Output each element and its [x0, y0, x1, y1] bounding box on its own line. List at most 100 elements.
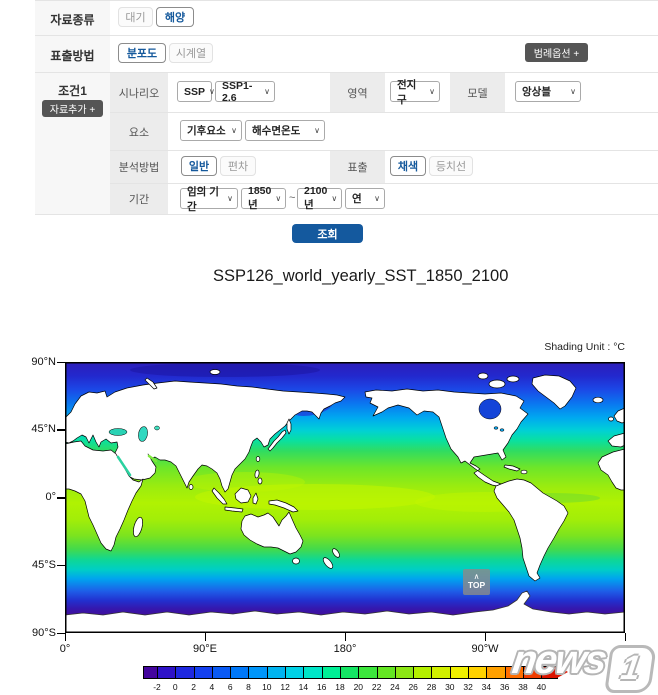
- colorbar-segment: [231, 667, 250, 678]
- divider: [110, 183, 658, 184]
- model-select[interactable]: 앙상블 ∨: [515, 81, 581, 102]
- colorbar-segment: [505, 667, 524, 678]
- lon-tick-mark: [204, 633, 206, 641]
- colorbar-segment: [469, 667, 488, 678]
- colorbar-tick: 24: [390, 682, 400, 692]
- divider: [110, 112, 658, 113]
- analysis-normal-button[interactable]: 일반: [181, 156, 217, 176]
- search-button[interactable]: 조회: [292, 224, 363, 243]
- period-end-value: 2100년: [304, 185, 328, 211]
- colorbar-tick: 4: [209, 682, 215, 692]
- inland-seas: [108, 398, 505, 442]
- scenario-type-value: SSP: [184, 85, 206, 98]
- colorbar-segment: [377, 667, 396, 678]
- legend-option-button[interactable]: 범례옵션 +: [525, 43, 588, 62]
- colorbar-tick: 40: [536, 682, 547, 692]
- colorbar-tick: 22: [371, 682, 382, 692]
- map-border: [65, 362, 625, 633]
- data-type-label: 자료종류: [50, 13, 95, 27]
- plot-title: SSP126_world_yearly_SST_1850_2100: [213, 267, 509, 285]
- period-interval-value: 연: [352, 193, 362, 205]
- element-detail-value: 해수면온도: [252, 125, 301, 137]
- element-type-select[interactable]: 기후요소 ∨: [180, 120, 242, 141]
- element-label: 요소: [110, 113, 168, 150]
- colorbar-tick: 10: [262, 682, 272, 692]
- add-data-button[interactable]: 자료추가 +: [42, 100, 103, 117]
- colorbar-segment: [212, 667, 232, 678]
- colorbar-tick-labels: -2 0 2 4 6 8 10 12 14 16 18 20 22 24 26 28 30 32 34 36 38 40: [143, 682, 573, 694]
- analysis-label: 분석방법: [110, 151, 168, 183]
- divider: [35, 0, 658, 1]
- colorbar-segment: [249, 667, 268, 678]
- display-method-timeseries-button[interactable]: 시계열: [169, 43, 213, 63]
- lon-tick-mark: [344, 633, 346, 641]
- data-type-atmosphere-button[interactable]: 대기: [118, 7, 153, 27]
- lon-tick-label: 90°W: [471, 643, 499, 655]
- colorbar-segment: [432, 667, 451, 678]
- period-start-select[interactable]: 1850년 ∨: [241, 185, 286, 211]
- period-type-select[interactable]: 임의 기간 ∨: [180, 186, 238, 213]
- region-label: 영역: [330, 73, 385, 112]
- period-end-select[interactable]: 2100년 ∨: [297, 185, 342, 211]
- lon-tick-label: 0°: [59, 643, 71, 655]
- lon-tick-label: 180°: [333, 643, 357, 655]
- divider: [35, 35, 658, 36]
- divider: [35, 72, 658, 73]
- element-detail-select[interactable]: 해수면온도 ∨: [245, 120, 325, 141]
- divider: [110, 150, 658, 151]
- scenario-detail-value: SSP1-2.6: [222, 79, 253, 104]
- colorbar-tick: 18: [335, 682, 345, 692]
- scroll-top-button[interactable]: ∧ TOP: [463, 569, 490, 595]
- colorbar-segment: [322, 667, 341, 678]
- colorbar-tick: 34: [481, 682, 492, 692]
- colorbar: [143, 666, 559, 679]
- period-type-value: 임의 기간: [187, 185, 219, 213]
- display-shading-button[interactable]: 채색: [390, 156, 426, 176]
- model-value: 앙상블: [522, 86, 551, 98]
- watermark-text: news: [509, 638, 608, 682]
- colorbar-tick: 12: [280, 682, 290, 692]
- narrow-seas: [116, 454, 158, 477]
- region-value: 전지구: [397, 78, 417, 106]
- colorbar-tick: 8: [246, 682, 251, 692]
- colorbar-segment: [450, 667, 470, 678]
- news1-watermark: news 1: [508, 638, 658, 693]
- display-contour-button[interactable]: 등치선: [429, 156, 473, 176]
- query-form: 자료종류 대기 해양 표출방법 분포도 시계열 범례옵션 + 조건1 자료추가 …: [35, 0, 658, 215]
- colorbar-segment: [286, 667, 305, 678]
- lon-tick-mark: [64, 633, 66, 641]
- colorbar-segment: [359, 667, 378, 678]
- colorbar-segment: [340, 667, 360, 678]
- chevron-down-icon: ∨: [374, 194, 380, 203]
- data-type-ocean-button[interactable]: 해양: [156, 7, 194, 27]
- scenario-type-select[interactable]: SSP ∨: [177, 81, 215, 102]
- display-method-map-button[interactable]: 분포도: [118, 43, 166, 63]
- divider: [35, 214, 658, 215]
- lat-tick-mark: [57, 632, 65, 634]
- colorbar-tick: 36: [499, 682, 510, 692]
- scenario-detail-select[interactable]: SSP1-2.6 ∨: [215, 79, 275, 104]
- lat-tick-label: 45°S: [32, 558, 56, 571]
- colorbar-segment: [487, 667, 506, 678]
- period-interval-select[interactable]: 연 ∨: [345, 188, 385, 209]
- lat-tick-mark: [57, 361, 65, 363]
- analysis-anomaly-button[interactable]: 편차: [220, 156, 256, 176]
- display-label: 표출: [330, 151, 385, 183]
- colorbar-segment: [158, 667, 177, 678]
- colorbar-tick: 0: [172, 682, 178, 692]
- lat-tick-label: 90°N: [31, 355, 56, 368]
- watermark-one: 1: [604, 645, 657, 693]
- period-start-value: 1850년: [248, 185, 272, 211]
- colorbar-segment: [144, 667, 158, 678]
- lat-tick-mark: [57, 429, 65, 431]
- region-select[interactable]: 전지구 ∨: [390, 79, 440, 106]
- colorbar-segment: [523, 667, 543, 678]
- chevron-down-icon: ∨: [314, 126, 320, 135]
- colorbar-tick: 32: [463, 682, 473, 692]
- lat-tick-mark: [57, 497, 65, 499]
- colorbar-tick: -2: [153, 682, 161, 692]
- colorbar-tick: 26: [408, 682, 418, 692]
- colorbar-tick: 6: [227, 682, 233, 692]
- chevron-down-icon: ∨: [275, 194, 282, 203]
